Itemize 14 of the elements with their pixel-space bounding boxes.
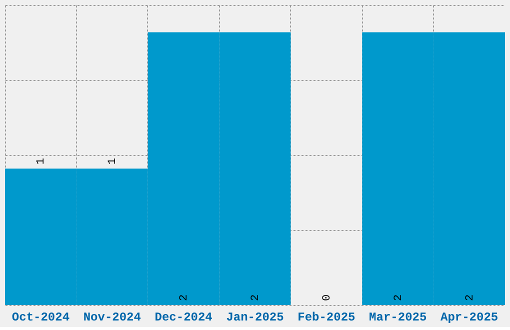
data-label: 2 (250, 294, 262, 301)
data-label: 2 (178, 294, 191, 301)
data-label: 2 (464, 294, 476, 301)
x-tick-label: Apr-2025 (440, 310, 498, 324)
x-tick-label: Mar-2025 (369, 310, 427, 324)
data-label: 0 (321, 294, 334, 301)
data-label: 1 (107, 158, 120, 165)
x-tick-label: Jan-2025 (226, 310, 284, 324)
x-tick-label: Feb-2025 (298, 310, 356, 324)
x-tick-label: Dec-2024 (154, 310, 212, 324)
data-label: 2 (392, 294, 405, 301)
x-tick-label: Oct-2024 (12, 310, 70, 324)
data-label: 1 (36, 158, 48, 165)
x-tick-label: Nov-2024 (83, 310, 141, 324)
